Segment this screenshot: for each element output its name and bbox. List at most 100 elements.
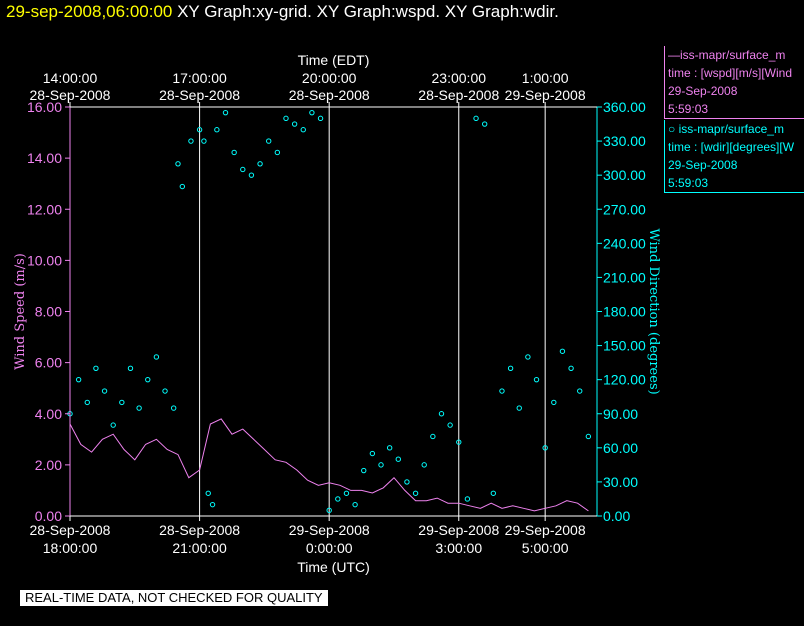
wdir-point [136,405,142,411]
y-tick-label: 10.00 [27,252,62,268]
title-graph-list: XY Graph:xy-grid. XY Graph:wspd. XY Grap… [177,2,559,21]
wdir-point [291,121,298,127]
wdir-point [196,127,203,133]
top-tick-date: 28-Sep-2008 [30,87,111,103]
wdir-point [412,490,419,496]
wdir-point [231,149,237,156]
wdir-point [343,490,350,496]
top-tick-time: 1:00:00 [522,70,569,86]
wdir-point [188,138,194,144]
x-tick-time: 18:00:00 [43,540,98,556]
wdir-point [309,109,315,116]
y-tick-label: 2.00 [35,457,62,473]
y-tick-label: 0.00 [35,508,62,524]
quality-notice: REAL-TIME DATA, NOT CHECKED FOR QUALITY [20,590,328,606]
x-tick-date: 28-Sep-2008 [30,522,111,538]
y-tick-label: 14.00 [27,150,62,166]
wdir-point [101,388,108,394]
wdir-point [170,405,177,411]
wdir-point [421,462,427,468]
title-timestamp: 29-sep-2008,06:00:00 [6,2,173,21]
top-tick-time: 14:00:00 [43,70,98,86]
wdir-point [542,445,548,451]
series [67,109,592,514]
wdir-point [257,161,263,167]
wdir-point [153,354,160,360]
y2-axis-label: Wind Direction (degrees) [646,228,661,394]
wdir-point [490,490,497,496]
top-x-axis-label: Time (EDT) [298,52,370,68]
wdir-point [162,388,168,394]
y2-tick-label: 60.00 [603,440,638,456]
wdir-point [473,115,479,122]
wdir-point [438,411,445,417]
x-tick-date: 29-Sep-2008 [418,522,499,538]
wdir-point [507,365,514,372]
wdir-point [499,388,505,394]
top-tick-date: 29-Sep-2008 [505,87,586,103]
wdir-point [119,399,125,406]
wdir-point [300,127,306,133]
wdir-point [352,501,358,508]
wdir-point [248,172,255,178]
y2-tick-label: 270.00 [603,201,646,217]
wdir-point [404,479,410,485]
y2-tick-label: 330.00 [603,133,646,149]
x-tick-time: 21:00:00 [172,540,227,556]
top-tick-time: 17:00:00 [172,70,227,86]
wdir-point [577,388,583,394]
wdir-point [110,422,116,428]
wdir-point [533,376,540,383]
legend-wspd-source: —iss-mapr/surface_m [668,48,786,62]
wdir-point [175,161,181,167]
wdir-point [447,422,453,428]
wdir-point [201,138,207,144]
wdir-point [326,507,332,514]
wdir-point [145,376,151,383]
x-tick-date: 29-Sep-2008 [289,522,370,538]
top-tick-date: 28-Sep-2008 [159,87,240,103]
wdir-point [240,166,246,173]
top-tick-time: 20:00:00 [302,70,357,86]
wdir-point [456,439,462,445]
y-axis-label: Wind Speed (m/s) [13,253,28,370]
x-axis-label: Time (UTC) [297,559,370,575]
y2-tick-label: 210.00 [603,269,646,285]
legend-wdir: ○ iss-mapr/surface_m time : [wdir][degre… [664,120,804,193]
x-tick-time: 0:00:00 [306,540,353,556]
wdir-point [369,450,376,457]
wdir-point [222,109,229,116]
y-tick-label: 4.00 [35,406,62,422]
axes: 0.00 2.00 4.00 6.00 8.00 10.00 12.00 14.00 16.00… [13,52,661,575]
wdir-point [386,445,393,451]
y2-tick-label: 150.00 [603,338,646,354]
wdir-point [378,462,384,468]
x-tick-date: 28-Sep-2008 [159,522,240,538]
top-tick-date: 28-Sep-2008 [418,87,499,103]
wdir-point [127,365,134,372]
y2-tick-label: 90.00 [603,406,638,422]
y-tick-label: 16.00 [27,99,62,115]
y2-tick-label: 0.00 [603,508,630,524]
legend-wdir-time: 5:59:03 [668,176,709,190]
legend-wspd-time: 5:59:03 [668,102,709,116]
wdir-point [464,496,471,502]
wdir-point [395,456,401,462]
y2-tick-label: 240.00 [603,235,646,251]
y2-tick-label: 360.00 [603,99,646,115]
top-tick-date: 28-Sep-2008 [289,87,370,103]
legend-wdir-date: 29-Sep-2008 [668,158,738,172]
wdir-point [179,183,186,190]
wdir-point [214,127,220,133]
wdir-point [335,496,341,502]
legend-wspd: —iss-mapr/surface_m time : [wspd][m/s][W… [664,46,804,119]
graph-title: 29-sep-2008,06:00:00 XY Graph:xy-grid. X… [6,2,559,22]
y2-tick-label: 180.00 [603,304,646,320]
wdir-point [274,149,281,156]
y2-tick-label: 120.00 [603,372,646,388]
wdir-point [266,138,272,144]
legend-wdir-source: ○ iss-mapr/surface_m [668,122,784,136]
wdir-point [75,376,82,383]
y-tick-label: 8.00 [35,304,62,320]
